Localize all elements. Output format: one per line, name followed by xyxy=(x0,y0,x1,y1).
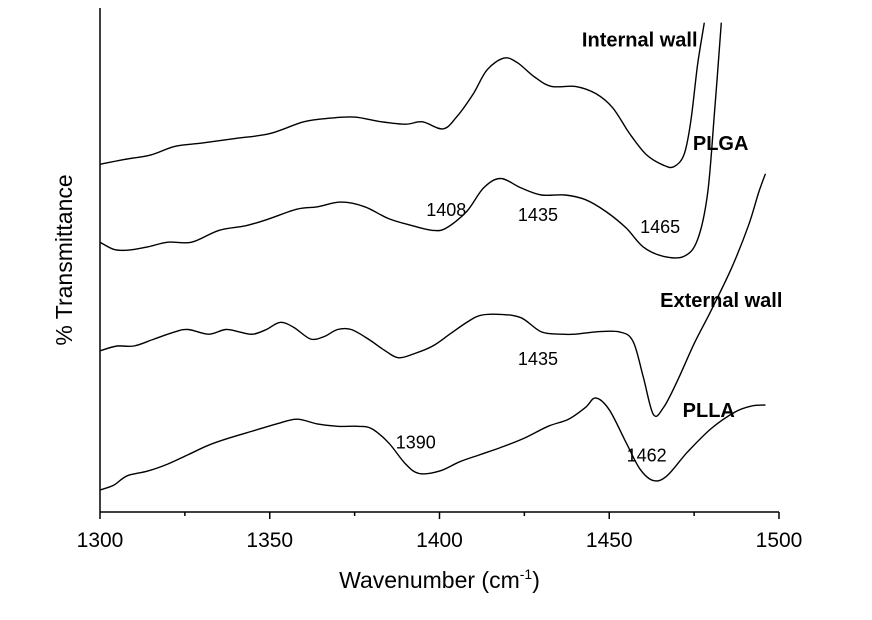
series-label-plga: PLGA xyxy=(693,133,749,155)
peak-annotation: 1462 xyxy=(627,446,667,466)
peak-annotation: 1408 xyxy=(426,200,466,220)
plot-area xyxy=(99,8,779,513)
series-line-plla xyxy=(99,397,766,491)
series-line-internal-wall xyxy=(99,22,705,169)
x-axis-title-main: Wavenumber (cm xyxy=(339,567,520,593)
y-axis-title: % Transmittance xyxy=(51,174,77,345)
series-label-external-wall: External wall xyxy=(660,290,782,312)
peak-annotation: 1465 xyxy=(640,217,680,237)
x-tick-label: 1400 xyxy=(416,529,463,552)
x-tick-label: 1500 xyxy=(756,529,803,552)
x-axis-ticks: 1300 1350 1400 1450 1500 xyxy=(77,512,803,552)
peak-annotation: 1390 xyxy=(396,432,436,452)
x-axis-title: Wavenumber (cm-1) xyxy=(339,566,540,593)
series-label-internal-wall: Internal wall xyxy=(582,29,698,51)
peak-annotation: 1435 xyxy=(518,349,558,369)
spectra-curves xyxy=(99,22,767,491)
x-axis-title-superscript: -1 xyxy=(520,566,533,582)
x-tick-label: 1350 xyxy=(246,529,293,552)
x-axis-title-suffix: ) xyxy=(532,567,540,593)
peak-annotation: 1435 xyxy=(518,205,558,225)
series-line-external-wall xyxy=(99,173,767,417)
x-tick-label: 1300 xyxy=(77,529,124,552)
series-label-plla: PLLA xyxy=(683,400,735,422)
curve-labels: Internal wall PLGA External wall PLLA 1408 14… xyxy=(396,29,783,465)
x-tick-label: 1450 xyxy=(586,529,633,552)
series-line-plga xyxy=(99,22,722,259)
